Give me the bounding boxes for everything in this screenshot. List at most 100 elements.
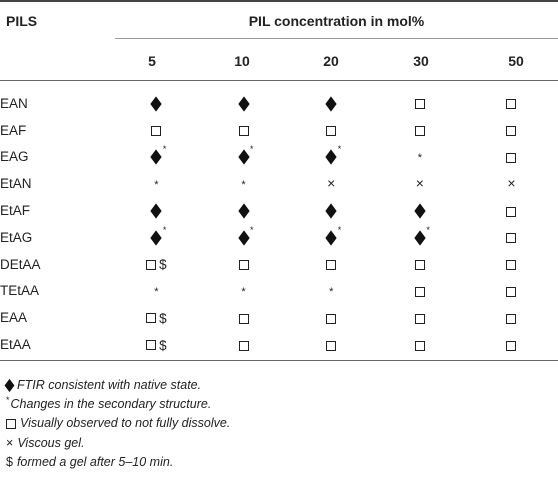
row-label: EAN: [0, 95, 28, 111]
table-cell: [199, 331, 287, 358]
table-cell: *: [113, 278, 199, 305]
table-cell: [288, 251, 375, 278]
table-row: EAG * * * *: [0, 144, 558, 171]
table-row: EAF: [0, 117, 558, 144]
group-header-rule: [115, 38, 558, 39]
cross-icon: ×: [327, 175, 336, 192]
diamond-icon: *: [237, 145, 254, 166]
table-cell: $: [113, 304, 199, 331]
table-cell: [375, 304, 465, 331]
footnote-text: formed a gel after 5–10 min.: [16, 454, 174, 469]
bottom-rule: [0, 360, 558, 361]
group-header: PIL concentration in mol%: [248, 13, 425, 29]
row-label: EtAA: [0, 337, 31, 353]
row-label: EAG: [0, 149, 29, 165]
diamond-icon: [237, 96, 250, 112]
square-icon: [414, 124, 425, 138]
table-cell: [375, 251, 465, 278]
square-icon: [506, 284, 517, 298]
table-cell: [465, 251, 558, 278]
table-cell: [375, 331, 465, 358]
square-icon: [326, 124, 337, 138]
table-cell: $: [113, 331, 199, 358]
superscript-asterisk: *: [337, 144, 342, 155]
diamond-icon: *: [325, 145, 341, 166]
table-cell: [375, 197, 465, 224]
footnotes: FTIR consistent with native state. * Chang…: [4, 376, 230, 472]
column-header: 30: [413, 53, 429, 69]
footnote: × Viscous gel.: [6, 434, 230, 453]
table-row: EAA $: [0, 304, 558, 331]
square-icon: [151, 124, 162, 138]
footnote-text: Viscous gel.: [17, 435, 85, 450]
square-icon: [146, 257, 157, 271]
square-icon: [238, 258, 249, 272]
square-icon: [414, 311, 425, 325]
square-icon: [326, 338, 337, 352]
footnote-text: FTIR consistent with native state.: [17, 378, 202, 392]
table-cell: *: [113, 224, 199, 251]
table-cell: *: [199, 144, 287, 171]
table-row: EAN: [0, 90, 558, 117]
table-cell: [465, 144, 558, 171]
superscript-asterisk: *: [162, 224, 167, 235]
superscript-asterisk: *: [162, 144, 167, 155]
table-cell: [465, 331, 558, 358]
square-icon: [506, 124, 517, 138]
dollar-mark: $: [159, 337, 167, 353]
diamond-icon: [414, 203, 426, 219]
table-cell: *: [288, 144, 375, 171]
table-cell: [199, 197, 287, 224]
footnote-text: Changes in the secondary structure.: [10, 397, 212, 412]
footnote: Visually observed to not fully dissolve.: [6, 414, 230, 433]
header-rule: [0, 80, 558, 81]
cross-icon: ×: [507, 175, 516, 192]
table-cell: [113, 197, 199, 224]
table-cell: [113, 90, 199, 117]
table-cell: [288, 331, 375, 358]
diamond-icon: [150, 203, 163, 219]
square-icon: [326, 311, 337, 325]
diamond-icon: [237, 203, 250, 219]
footnote: * Changes in the secondary structure.: [6, 395, 230, 414]
asterisk-icon: *: [241, 179, 246, 192]
table-cell: *: [113, 144, 199, 171]
row-label: EtAN: [0, 176, 32, 192]
data-table: EAN EAF EAG * * * * EtAN * * × × × EtAF EtAG * * * * DEtAA $…: [0, 90, 558, 358]
table-cell: [288, 90, 375, 117]
footnote: $ formed a gel after 5–10 min.: [6, 453, 230, 472]
table-cell: ×: [288, 170, 375, 197]
square-icon: [414, 97, 425, 111]
square-icon: [506, 338, 517, 352]
asterisk-icon: *: [154, 286, 159, 299]
table-cell: *: [199, 278, 287, 305]
row-label: EtAF: [0, 203, 31, 219]
superscript-asterisk: *: [250, 224, 254, 235]
square-icon: [146, 338, 157, 352]
dollar-mark: $: [6, 454, 13, 469]
table-cell: [465, 304, 558, 331]
row-header: PILS: [6, 13, 38, 29]
square-icon: [238, 311, 249, 325]
footnote: FTIR consistent with native state.: [4, 376, 230, 395]
table-cell: [375, 117, 465, 144]
table-cell: $: [113, 251, 199, 278]
superscript-asterisk: *: [337, 224, 342, 235]
table-row: EtAN * * × × ×: [0, 170, 558, 197]
table-cell: *: [288, 278, 375, 305]
column-header: 5: [148, 53, 156, 69]
table-row: EtAG * * * *: [0, 224, 558, 251]
square-icon: [506, 311, 517, 325]
square-icon: [238, 124, 249, 138]
table-cell: [465, 278, 558, 305]
table-cell: [199, 304, 287, 331]
table-cell: ×: [375, 170, 465, 197]
table-cell: [199, 117, 287, 144]
square-icon: [238, 338, 249, 352]
diamond-icon: *: [237, 225, 254, 246]
square-icon: [326, 258, 337, 272]
square-icon: [506, 204, 517, 218]
table-row: EtAA $: [0, 331, 558, 358]
row-label: EAF: [0, 122, 27, 138]
diamond-icon: *: [325, 225, 341, 246]
